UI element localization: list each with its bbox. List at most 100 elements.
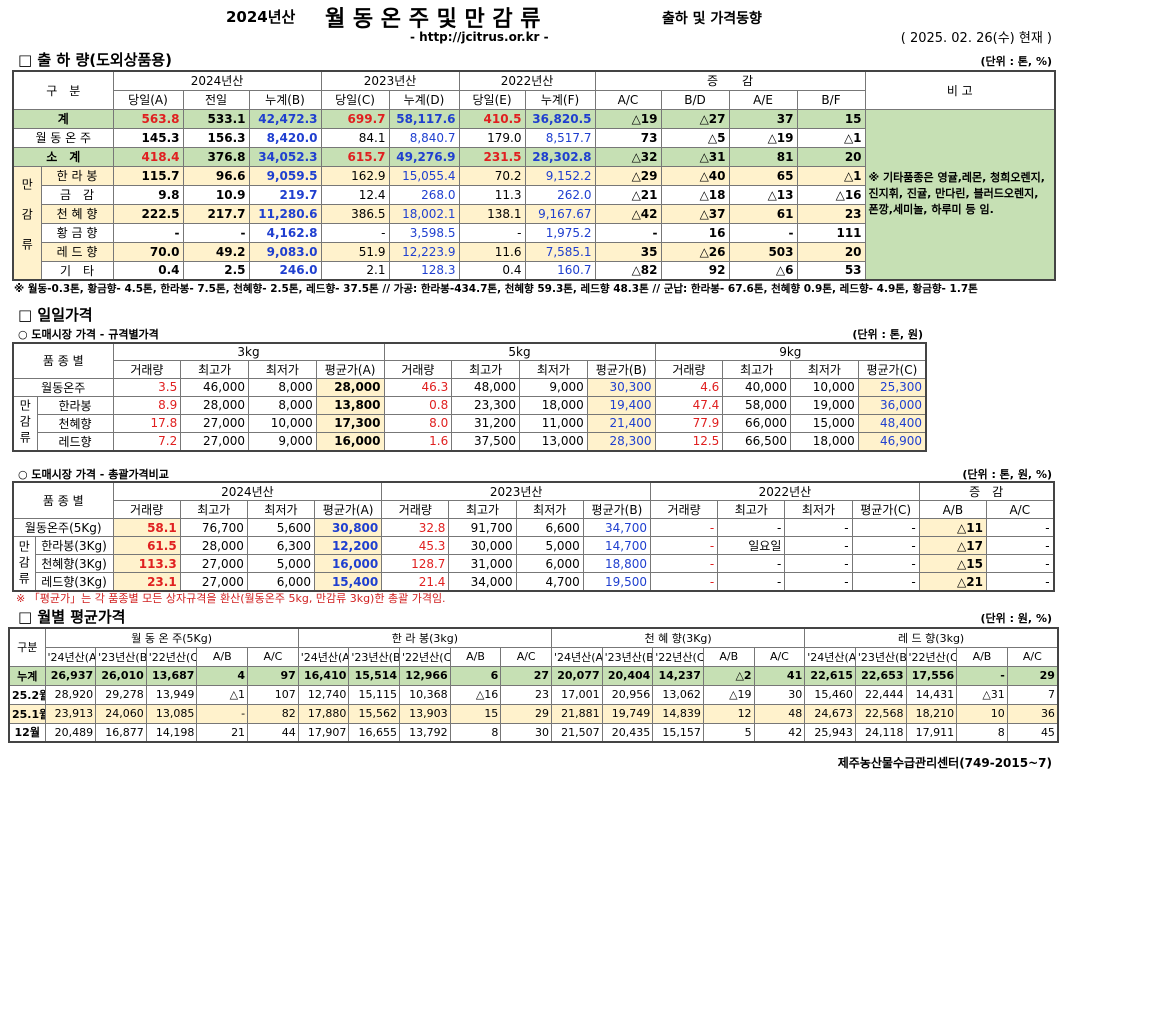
cell: 9.8 — [112, 184, 184, 205]
subheader-cell: 평균가(C) — [851, 500, 920, 519]
header-row: 구분 월 동 온 주(5Kg) 한 라 봉(3kg) 천 혜 향(3Kg) 레 드 향(… — [8, 627, 1059, 667]
row: 만감류 한라봉(3Kg) 61.5 28,000 6,300 12,200 45.3 30,0… — [12, 536, 1055, 592]
subheader-cell: 당일(E) — [458, 89, 526, 110]
cell: 13,000 — [519, 431, 588, 451]
cell: 23 — [500, 684, 552, 705]
group-label: 만감류 — [12, 536, 36, 592]
row-label: 레드향 — [36, 431, 114, 451]
cell: 23,300 — [451, 395, 521, 415]
cell: 11,000 — [519, 413, 588, 433]
cell: - — [594, 222, 662, 243]
subheader-cell: 누계(F) — [524, 89, 596, 110]
cell: △31 — [956, 684, 1008, 705]
cell: 222.5 — [112, 203, 184, 224]
cell: 9,167.67 — [524, 203, 596, 224]
cell: 2.1 — [320, 260, 390, 281]
unit: (단위 : 원, %) — [980, 612, 1052, 625]
row: 누계 26,937 26,010 13,687 4 97 16,410 15,514 12,96… — [8, 665, 1059, 686]
cell: 17,300 — [315, 413, 385, 433]
row: 25.2월28,92029,27813,949△110712,74015,115… — [8, 684, 1059, 705]
cell: 160.7 — [524, 260, 596, 281]
subheader-cell: B/D — [660, 89, 730, 110]
cell: 16,000 — [314, 554, 383, 573]
cell: 6,000 — [246, 572, 316, 592]
cell: 18,800 — [582, 554, 652, 573]
cell: - — [112, 222, 184, 243]
cell: - — [985, 554, 1055, 573]
header-row: 품 종 별 2024년산 2023년산 2022년산 증 감 — [12, 481, 1055, 519]
cell: 37 — [728, 108, 798, 129]
unit: (단위 : 톤, 원) — [852, 328, 923, 341]
cell: 6 — [449, 665, 502, 686]
row-label: 금 감 — [40, 184, 114, 205]
row-label: 한 라 봉 — [40, 165, 114, 186]
url: - http://jcitrus.or.kr - — [410, 30, 549, 44]
cell: △6 — [728, 260, 798, 281]
cell: 8,517.7 — [524, 127, 596, 148]
row: 천혜향(3Kg) 113.3 27,000 5,000 16,000 128.7 31,00… — [13, 554, 1055, 573]
cell: 46,900 — [857, 431, 927, 451]
subheader-cell: A/B — [196, 646, 249, 667]
cell: 19,000 — [790, 395, 859, 415]
cell: - — [196, 703, 249, 724]
cell: 156.3 — [182, 127, 250, 148]
cell: - — [956, 665, 1008, 686]
subheader-cell: B/F — [796, 89, 866, 110]
cell: 24,673 — [804, 703, 856, 724]
cell: 12,740 — [297, 684, 350, 705]
cell: △19 — [728, 127, 798, 148]
header-cell: 구분 — [8, 627, 46, 667]
header-cell: 9kg — [654, 342, 927, 361]
cell: 8 — [449, 722, 502, 743]
size-price-table: 품 종 별 3kg 5kg 9kg 거래량 최고가 최저가 평균가(A) 거래량 최고가 최저가 평균… — [12, 342, 928, 452]
cell: 0.4 — [458, 260, 526, 281]
subheader-cell: 최저가 — [246, 500, 316, 519]
cell: 36,820.5 — [524, 108, 596, 129]
cell: 44 — [247, 722, 299, 743]
cell: 8.9 — [112, 395, 182, 415]
cell: 28,920 — [44, 684, 97, 705]
header-cell: 품 종 별 — [12, 481, 114, 519]
cell: 45.3 — [381, 536, 450, 555]
subheader-cell: 최고가 — [180, 359, 249, 379]
header-cell: 5kg — [383, 342, 656, 361]
row-label: 월 동 온 주 — [12, 127, 114, 148]
cell: 23.1 — [112, 572, 181, 592]
row: 12월 20,489 16,877 14,198 21 44 17,907 16,655 13,… — [8, 722, 1059, 743]
group-label: 만감류 — [12, 395, 38, 451]
subheader-cell: 최저가 — [784, 500, 853, 519]
cell: 16,877 — [95, 722, 147, 743]
cell: 8,000 — [248, 395, 317, 415]
cell: 14,431 — [905, 684, 958, 705]
subheader-cell: A/C — [1006, 646, 1059, 667]
row-label: 계 — [12, 108, 114, 129]
cell: 268.0 — [388, 184, 460, 205]
row: 기 타 0.4 2.5 246.0 2.1 128.3 0.4 160.7 △82 92 △6 53 — [13, 260, 1055, 281]
cell: 29 — [1006, 665, 1059, 686]
row-label: 월동온주 — [12, 377, 114, 397]
cell: 7,585.1 — [524, 241, 596, 262]
cell: 5 — [702, 722, 755, 743]
header-row: 당일(A) 전일 누계(B) 당일(C) 누계(D) 당일(E) 누계(F) A/C B/D A/… — [13, 89, 1055, 110]
cell: 46.3 — [383, 377, 453, 397]
subheader-cell: A/C — [247, 646, 299, 667]
subheader-cell: A/E — [728, 89, 798, 110]
section-title: □ 월별 평균가격 — [18, 608, 126, 626]
subheader-cell: 최고가 — [179, 500, 248, 519]
cell: 31,200 — [451, 413, 521, 433]
cell: 15,157 — [652, 722, 704, 743]
cell: 73 — [594, 127, 662, 148]
cell: 30 — [753, 684, 806, 705]
cell: - — [649, 554, 719, 573]
row-label: 25.1월 — [8, 703, 46, 724]
row: 월 동 온 주 145.3 156.3 8,420.0 84.1 8,840.7 179.0… — [12, 127, 1055, 148]
cell: 15,400 — [314, 572, 383, 592]
unit: (단위 : 톤, 원, %) — [962, 468, 1052, 481]
cell: - — [717, 518, 786, 537]
cell: △19 — [702, 684, 755, 705]
cell: 40,000 — [722, 377, 792, 397]
cell: 28,302.8 — [524, 146, 596, 167]
subheader-cell: A/B — [449, 646, 502, 667]
subheader-cell: A/C — [500, 646, 552, 667]
